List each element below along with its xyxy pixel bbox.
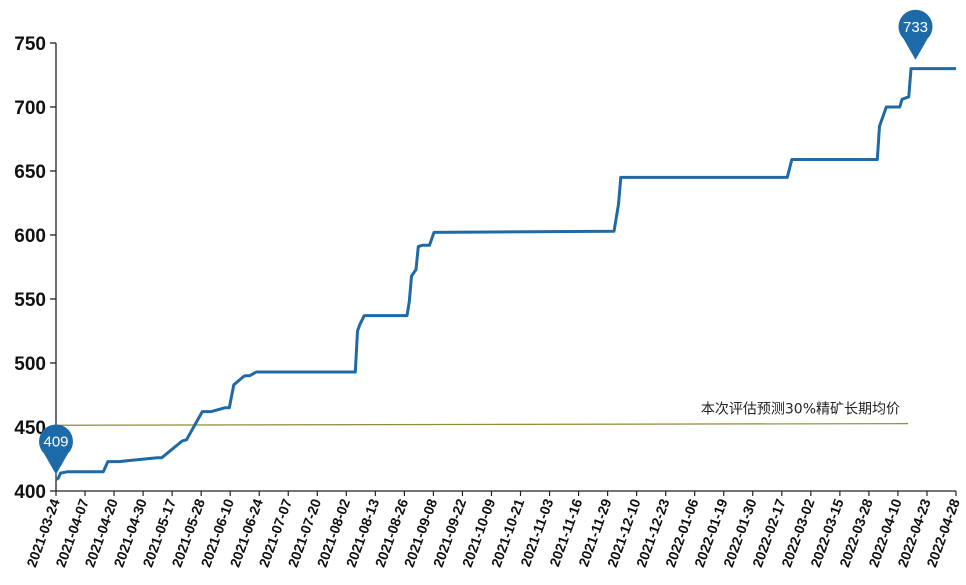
reference-line-label: 本次评估预测30%精矿长期均价 [701, 401, 900, 417]
callout-label: 733 [903, 19, 928, 36]
y-tick-label: 450 [14, 418, 46, 439]
callout-label: 409 [43, 433, 68, 450]
callout-marker [898, 9, 933, 60]
y-tick-label: 500 [14, 354, 46, 375]
callout-marker [39, 424, 73, 475]
series-group [55, 67, 956, 481]
y-tick-label: 550 [14, 290, 46, 311]
y-tick-label: 750 [14, 34, 46, 55]
y-tick-label: 400 [14, 482, 46, 503]
callout-pin: 409 [39, 424, 73, 475]
x-axis: 2021-03-242021-04-072021-04-202021-04-30… [23, 490, 963, 569]
callouts: 409 733 [39, 9, 933, 475]
callout-pin: 733 [898, 9, 933, 60]
reference-line [55, 423, 909, 426]
y-tick-label: 600 [14, 226, 46, 247]
y-axis: 400 450 500 550 600 650 700 750 [14, 34, 57, 503]
y-tick-label: 650 [14, 162, 46, 183]
y-tick-label: 700 [14, 98, 46, 119]
series-line [55, 67, 956, 481]
reference-line-group: 本次评估预测30%精矿长期均价 [55, 401, 909, 426]
